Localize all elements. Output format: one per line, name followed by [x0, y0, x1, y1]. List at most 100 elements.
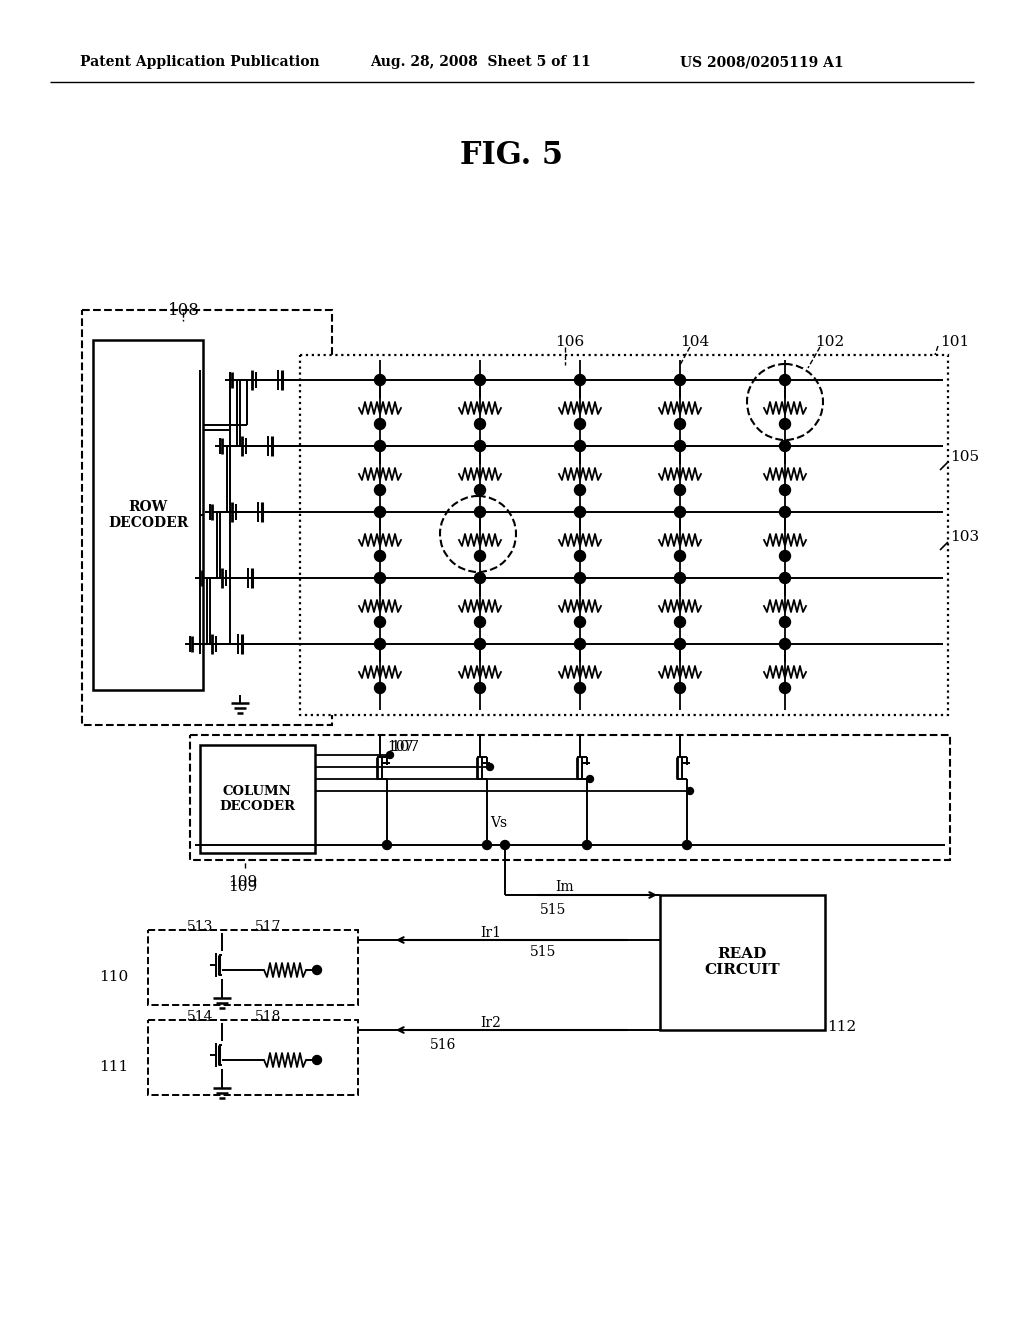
Circle shape	[583, 841, 592, 850]
Text: 107: 107	[387, 741, 414, 754]
Text: 108: 108	[168, 302, 200, 319]
Circle shape	[375, 375, 385, 385]
Circle shape	[779, 682, 791, 693]
Text: 514: 514	[187, 1010, 213, 1024]
Text: Patent Application Publication: Patent Application Publication	[80, 55, 319, 69]
Circle shape	[574, 573, 586, 583]
Circle shape	[675, 682, 685, 693]
Circle shape	[386, 751, 393, 759]
Bar	[300, 355, 948, 715]
Circle shape	[574, 418, 586, 429]
Text: Ir1: Ir1	[480, 927, 501, 940]
Text: Im: Im	[555, 880, 573, 894]
Text: 517: 517	[255, 920, 282, 935]
Text: 107: 107	[390, 741, 419, 754]
Circle shape	[375, 682, 385, 693]
Circle shape	[312, 965, 322, 974]
Circle shape	[474, 639, 485, 649]
Bar	[660, 895, 825, 1030]
Circle shape	[574, 550, 586, 561]
Circle shape	[375, 550, 385, 561]
Bar	[148, 931, 358, 1005]
Circle shape	[779, 507, 791, 517]
Circle shape	[574, 507, 586, 517]
Text: 515: 515	[530, 945, 556, 960]
Text: 109: 109	[228, 880, 257, 894]
Circle shape	[375, 616, 385, 627]
Text: Aug. 28, 2008  Sheet 5 of 11: Aug. 28, 2008 Sheet 5 of 11	[370, 55, 591, 69]
Circle shape	[686, 788, 693, 795]
Bar	[93, 341, 203, 690]
Circle shape	[574, 639, 586, 649]
Text: 102: 102	[815, 335, 844, 348]
Circle shape	[779, 573, 791, 583]
Circle shape	[675, 639, 685, 649]
Text: 105: 105	[950, 450, 979, 465]
Circle shape	[574, 441, 586, 451]
Circle shape	[683, 841, 691, 850]
Circle shape	[574, 682, 586, 693]
Bar	[82, 310, 332, 725]
Circle shape	[675, 375, 685, 385]
Text: 518: 518	[255, 1010, 282, 1024]
Circle shape	[574, 484, 586, 495]
Circle shape	[675, 484, 685, 495]
Circle shape	[675, 418, 685, 429]
Circle shape	[474, 375, 485, 385]
Text: Vs: Vs	[490, 816, 507, 830]
Bar	[190, 735, 950, 861]
Circle shape	[474, 573, 485, 583]
Circle shape	[675, 573, 685, 583]
Bar	[148, 1020, 358, 1096]
Text: 516: 516	[430, 1038, 457, 1052]
Circle shape	[574, 616, 586, 627]
Circle shape	[474, 484, 485, 495]
Circle shape	[574, 375, 586, 385]
Circle shape	[375, 418, 385, 429]
Text: US 2008/0205119 A1: US 2008/0205119 A1	[680, 55, 844, 69]
Circle shape	[675, 441, 685, 451]
Circle shape	[675, 616, 685, 627]
Circle shape	[474, 507, 485, 517]
Circle shape	[779, 639, 791, 649]
Text: FIG. 5: FIG. 5	[461, 140, 563, 172]
Circle shape	[375, 573, 385, 583]
Circle shape	[474, 682, 485, 693]
Circle shape	[779, 484, 791, 495]
Circle shape	[779, 441, 791, 451]
Text: 101: 101	[940, 335, 970, 348]
Circle shape	[383, 841, 391, 850]
Circle shape	[779, 616, 791, 627]
Circle shape	[501, 841, 510, 850]
Circle shape	[474, 418, 485, 429]
Circle shape	[375, 507, 385, 517]
Text: 106: 106	[555, 335, 585, 348]
Text: 513: 513	[187, 920, 213, 935]
Circle shape	[474, 616, 485, 627]
Circle shape	[779, 375, 791, 385]
Circle shape	[312, 1056, 322, 1064]
Circle shape	[474, 441, 485, 451]
Bar	[200, 744, 315, 853]
Text: 109: 109	[228, 875, 257, 888]
Text: 112: 112	[827, 1020, 856, 1034]
Circle shape	[675, 507, 685, 517]
Circle shape	[779, 418, 791, 429]
Circle shape	[486, 763, 494, 771]
Circle shape	[587, 776, 594, 783]
Circle shape	[482, 841, 492, 850]
Circle shape	[375, 484, 385, 495]
Text: Ir2: Ir2	[480, 1016, 501, 1030]
Text: 103: 103	[950, 531, 979, 544]
Text: 111: 111	[98, 1060, 128, 1074]
Text: COLUMN
DECODER: COLUMN DECODER	[219, 785, 295, 813]
Text: ROW
DECODER: ROW DECODER	[108, 500, 188, 531]
Circle shape	[375, 441, 385, 451]
Text: READ
CIRCUIT: READ CIRCUIT	[705, 946, 780, 977]
Text: 110: 110	[98, 970, 128, 983]
Circle shape	[675, 550, 685, 561]
Circle shape	[474, 550, 485, 561]
Circle shape	[779, 550, 791, 561]
Text: 104: 104	[680, 335, 710, 348]
Circle shape	[375, 639, 385, 649]
